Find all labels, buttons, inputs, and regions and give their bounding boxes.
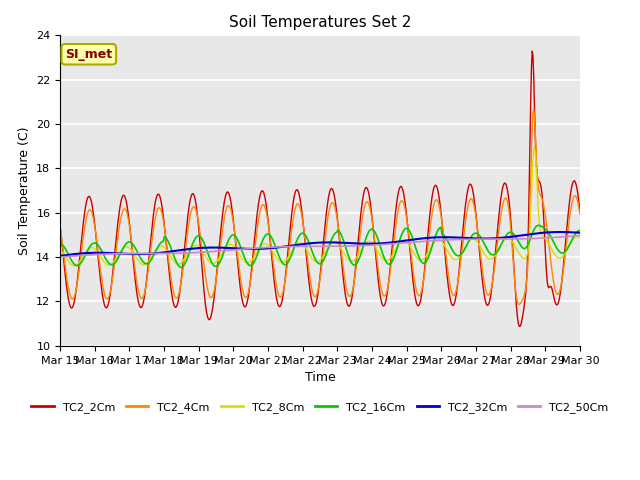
- TC2_16Cm: [200, 240, 208, 246]
- TC2_8Cm: [576, 235, 584, 241]
- TC2_2Cm: [529, 48, 536, 54]
- TC2_16Cm: [172, 258, 180, 264]
- TC2_4Cm: [172, 295, 180, 300]
- TC2_8Cm: [200, 251, 208, 256]
- TC2_16Cm: [177, 264, 185, 270]
- TC2_50Cm: [398, 240, 406, 246]
- Title: Soil Temperatures Set 2: Soil Temperatures Set 2: [229, 15, 411, 30]
- TC2_4Cm: [383, 288, 391, 294]
- TC2_32Cm: [383, 240, 391, 246]
- TC2_8Cm: [173, 261, 180, 266]
- TC2_50Cm: [172, 251, 180, 256]
- TC2_2Cm: [172, 304, 180, 310]
- TC2_50Cm: [56, 254, 64, 260]
- TC2_4Cm: [66, 290, 74, 296]
- TC2_4Cm: [530, 106, 538, 112]
- TC2_32Cm: [556, 229, 564, 235]
- TC2_16Cm: [66, 254, 74, 260]
- TC2_2Cm: [383, 292, 391, 298]
- TC2_8Cm: [70, 263, 78, 269]
- TC2_2Cm: [56, 222, 64, 228]
- TC2_16Cm: [399, 229, 406, 235]
- TC2_8Cm: [56, 247, 64, 252]
- Legend: TC2_2Cm, TC2_4Cm, TC2_8Cm, TC2_16Cm, TC2_32Cm, TC2_50Cm: TC2_2Cm, TC2_4Cm, TC2_8Cm, TC2_16Cm, TC2…: [27, 398, 613, 418]
- TC2_8Cm: [120, 245, 127, 251]
- TC2_32Cm: [56, 253, 64, 259]
- TC2_4Cm: [56, 224, 64, 230]
- TC2_2Cm: [516, 324, 524, 329]
- TC2_2Cm: [398, 185, 406, 191]
- TC2_16Cm: [535, 223, 543, 228]
- TC2_32Cm: [172, 248, 180, 253]
- TC2_32Cm: [576, 230, 584, 236]
- X-axis label: Time: Time: [305, 371, 335, 384]
- Line: TC2_50Cm: TC2_50Cm: [60, 236, 580, 257]
- TC2_4Cm: [200, 256, 207, 262]
- TC2_16Cm: [119, 245, 127, 251]
- TC2_4Cm: [576, 211, 584, 217]
- TC2_32Cm: [119, 251, 127, 256]
- TC2_32Cm: [200, 245, 207, 251]
- TC2_4Cm: [515, 301, 523, 307]
- Line: TC2_8Cm: TC2_8Cm: [60, 147, 580, 266]
- Line: TC2_2Cm: TC2_2Cm: [60, 51, 580, 326]
- TC2_50Cm: [66, 253, 74, 259]
- TC2_2Cm: [200, 279, 207, 285]
- TC2_8Cm: [399, 238, 406, 243]
- Y-axis label: Soil Temperature (C): Soil Temperature (C): [17, 126, 31, 255]
- TC2_2Cm: [66, 301, 74, 307]
- TC2_8Cm: [66, 260, 74, 265]
- TC2_16Cm: [576, 228, 584, 233]
- Line: TC2_4Cm: TC2_4Cm: [60, 109, 580, 304]
- Line: TC2_32Cm: TC2_32Cm: [60, 232, 580, 256]
- TC2_50Cm: [119, 251, 127, 256]
- TC2_16Cm: [384, 261, 392, 266]
- TC2_2Cm: [576, 209, 584, 215]
- TC2_50Cm: [383, 241, 391, 247]
- TC2_50Cm: [200, 249, 207, 255]
- TC2_32Cm: [66, 252, 74, 258]
- TC2_16Cm: [56, 241, 64, 247]
- Text: SI_met: SI_met: [65, 48, 113, 61]
- TC2_50Cm: [576, 233, 584, 239]
- TC2_4Cm: [119, 207, 127, 213]
- TC2_32Cm: [398, 238, 406, 244]
- TC2_4Cm: [398, 198, 406, 204]
- TC2_8Cm: [384, 258, 392, 264]
- Line: TC2_16Cm: TC2_16Cm: [60, 226, 580, 267]
- TC2_8Cm: [531, 144, 538, 150]
- TC2_2Cm: [119, 192, 127, 198]
